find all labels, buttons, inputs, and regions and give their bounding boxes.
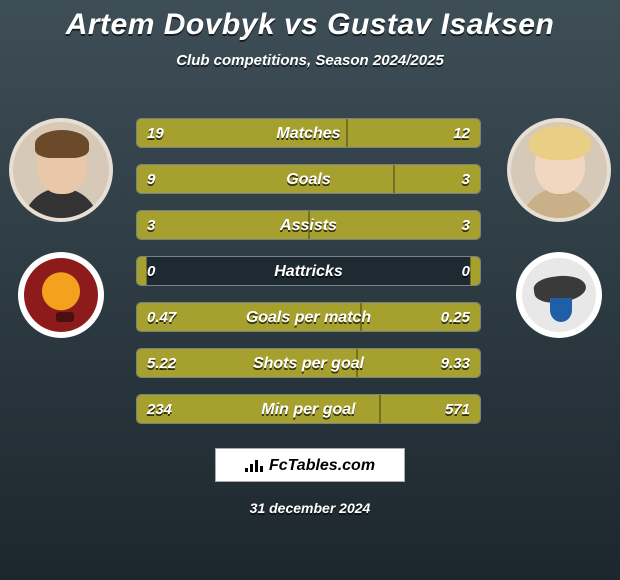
stat-row: 5.229.33Shots per goal [136, 348, 481, 378]
stat-row: 00Hattricks [136, 256, 481, 286]
player-left-club-logo [18, 252, 104, 338]
stat-label: Assists [137, 211, 480, 240]
page-title: Artem Dovbyk vs Gustav Isaksen [0, 0, 620, 42]
stat-label: Shots per goal [137, 349, 480, 378]
player-right-club-logo [516, 252, 602, 338]
lazio-crest-icon [522, 258, 596, 332]
stat-row: 0.470.25Goals per match [136, 302, 481, 332]
player-left-column [6, 118, 116, 368]
bar-chart-icon [245, 458, 263, 472]
stat-label: Matches [137, 119, 480, 148]
brand-badge: FcTables.com [215, 448, 405, 482]
stat-label: Min per goal [137, 395, 480, 424]
hair-placeholder [529, 126, 591, 160]
comparison-card: Artem Dovbyk vs Gustav Isaksen Club comp… [0, 0, 620, 580]
stats-bars: 1912Matches 93Goals 33Assists 00Hattricks 0.… [136, 118, 481, 440]
hair-placeholder [35, 130, 89, 158]
brand-text: FcTables.com [269, 457, 375, 474]
footer-date: 31 december 2024 [0, 500, 620, 516]
player-right-avatar [507, 118, 611, 222]
stat-label: Hattricks [137, 257, 480, 286]
stat-label: Goals per match [137, 303, 480, 332]
page-subtitle: Club competitions, Season 2024/2025 [0, 52, 620, 69]
player-right-column [504, 118, 614, 368]
stat-row: 93Goals [136, 164, 481, 194]
stat-label: Goals [137, 165, 480, 194]
stat-row: 234571Min per goal [136, 394, 481, 424]
stat-row: 33Assists [136, 210, 481, 240]
stat-row: 1912Matches [136, 118, 481, 148]
player-left-avatar [9, 118, 113, 222]
roma-crest-icon [24, 258, 98, 332]
